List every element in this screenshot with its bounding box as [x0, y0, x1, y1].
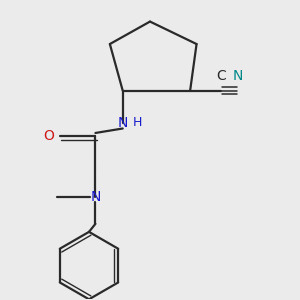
Text: N: N: [118, 116, 128, 130]
Text: N: N: [233, 69, 244, 82]
Text: N: N: [90, 190, 100, 204]
Text: C: C: [216, 69, 226, 82]
Text: H: H: [133, 116, 142, 129]
Text: O: O: [44, 129, 54, 143]
